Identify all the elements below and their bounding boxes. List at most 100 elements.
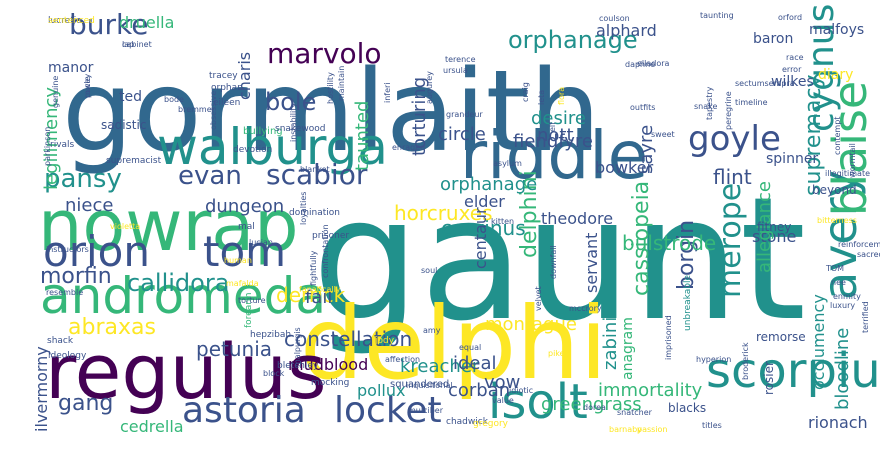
cloud-small-word-enmity: enmity: [833, 292, 861, 301]
cloud-word-malfoys: malfoys: [809, 22, 864, 38]
cloud-small-word-tom: TOM: [825, 264, 844, 273]
cloud-word-beyond: beyond: [812, 183, 857, 197]
cloud-small-word-broderick: broderick: [741, 342, 750, 380]
cloud-small-word-supremacist: supremacist: [106, 156, 162, 166]
cloud-small-word-terence: terence: [445, 55, 476, 64]
cloud-word-remorse: remorse: [756, 330, 806, 344]
cloud-word-callidora: callidora: [127, 269, 229, 297]
cloud-small-word-forearm: forearm: [244, 292, 254, 328]
cloud-word-abraxas: abraxas: [68, 315, 156, 340]
cloud-word-ilvermorny: ilvermorny: [32, 346, 51, 432]
cloud-small-word-ideology: ideology: [48, 351, 87, 361]
cloud-small-word-rowle: rowle: [83, 76, 92, 98]
cloud-word-morfin: morfin: [40, 264, 112, 289]
cloud-small-word-kitten: kitten: [491, 217, 514, 226]
cloud-small-word-mulciber: mulciber: [408, 406, 444, 415]
cloud-word-flint: flint: [713, 165, 752, 189]
cloud-word-desire: desire: [531, 108, 586, 129]
cloud-small-word-blanket: blanket: [300, 165, 330, 174]
cloud-word-andromeda: andromeda: [40, 267, 326, 325]
cloud-small-word-asylum: asylum: [493, 159, 522, 168]
cloud-word-kreacher: kreacher: [400, 356, 480, 377]
cloud-small-word-titles: titles: [702, 421, 722, 430]
cloud-word-immortality: immortality: [598, 380, 703, 401]
cloud-small-word-mccrory: mccrory: [569, 304, 602, 313]
cloud-word-anagram: anagram: [620, 317, 636, 380]
cloud-small-word-equal: equal: [459, 343, 481, 352]
cloud-small-word-grandeur: grandeur: [446, 110, 483, 119]
cloud-word-taunted: taunted: [352, 101, 373, 171]
cloud-small-word-timeline: timeline: [735, 98, 768, 107]
cloud-small-word-shack: shack: [47, 336, 74, 346]
cloud-small-word-instability: instability: [289, 103, 298, 142]
cloud-small-word-augurey: augurey: [425, 71, 434, 104]
cloud-small-word-obsessive: obsessive: [209, 91, 218, 130]
cloud-small-word-orford: orford: [778, 13, 802, 22]
cloud-word-bowker: bowker: [595, 158, 654, 177]
cloud-word-mudblood: mudblood: [288, 355, 368, 374]
cloud-small-word-bode: bode: [164, 95, 184, 104]
cloud-small-word-bitterness: bitterness: [817, 216, 857, 225]
cloud-small-word-barnaby: barnaby: [609, 425, 642, 434]
cloud-small-word-pucey: pucey: [83, 74, 92, 98]
cloud-small-word-lucian: lucian: [249, 238, 273, 247]
cloud-small-word-hepzibah: hepzibah: [250, 330, 291, 340]
cloud-small-word-squandered: squandered: [390, 379, 449, 390]
cloud-small-word-lap: lap: [122, 40, 134, 49]
cloud-word-avery: avery: [813, 170, 867, 300]
cloud-small-word-fanatically: fanatically: [299, 285, 341, 294]
cloud-small-word-cabinet: cabinet: [122, 40, 152, 49]
cloud-small-word-tapestry: tapestry: [705, 86, 714, 120]
cloud-word-legilimency: legilimency: [41, 87, 62, 190]
cloud-word-sadistic: sadistic: [101, 118, 146, 132]
cloud-small-word-maintain: maintain: [337, 66, 346, 101]
cloud-word-bulstrode: bulstrode: [622, 231, 716, 255]
cloud-small-word-flora: flora: [557, 87, 566, 105]
cloud-word-orphanage: orphanage: [440, 174, 537, 195]
cloud-small-word-jody: jody: [374, 336, 395, 346]
cloud-word-wilkes: wilkes: [771, 74, 814, 90]
cloud-word-derrick: derrick: [276, 283, 346, 307]
cloud-small-word-inferi: inferi: [383, 82, 392, 103]
cloud-small-word-wormtail: wormtail: [848, 143, 857, 178]
cloud-small-word-dorea: dorea: [583, 403, 606, 412]
cloud-word-nowrap: nowrap: [38, 185, 299, 267]
cloud-word-gormlaith: gormlaith: [62, 47, 601, 177]
cloud-word-zabini: zabini: [600, 317, 621, 370]
cloud-word-druella: druella: [119, 13, 174, 32]
cloud-word-orion: orion: [43, 227, 150, 276]
cloud-small-word-devotion: devotion: [233, 145, 272, 155]
cloud-word-occlumency: occlumency: [809, 294, 828, 390]
cloud-word-baron: baron: [753, 31, 793, 47]
cloud-small-word-instructors: instructors: [46, 245, 89, 254]
cloud-small-word-parkinson: parkinson: [43, 127, 52, 166]
cloud-small-word-loyalties: loyalties: [299, 192, 308, 225]
cloud-small-word-enraged: enraged: [392, 143, 425, 152]
cloud-small-word-mal: mal: [238, 222, 255, 232]
cloud-small-word-lucretia: lucretia: [48, 16, 82, 26]
cloud-small-word-malpurgis: malpurgis: [293, 327, 302, 367]
cloud-small-word-genuine: genuine: [51, 76, 60, 108]
cloud-word-blacks: blacks: [668, 401, 706, 415]
cloud-word-walburga: walburga: [157, 118, 388, 176]
cloud-small-word-value: value: [492, 396, 514, 405]
cloud-word-scabior: scabior: [266, 158, 368, 191]
cloud-word-niece: niece: [65, 195, 113, 216]
cloud-word-cygnus: cygnus: [801, 4, 842, 132]
cloud-small-word-mafalda: mafalda: [226, 279, 259, 288]
cloud-word-delphi: delphi: [300, 285, 607, 402]
cloud-small-word-pike: pike: [548, 349, 565, 358]
cloud-small-word-terrified: terrified: [861, 301, 870, 333]
cloud-word-fiendfyre: fiendfyre: [513, 131, 593, 152]
cloud-small-word-sweet: sweet: [651, 130, 675, 139]
cloud-word-supremacy: supremacy: [801, 75, 826, 197]
cloud-small-word-snakewood: snakewood: [275, 124, 325, 134]
cloud-small-word-peregrine: peregrine: [724, 91, 733, 130]
cloud-word-torturing: torturing: [409, 77, 430, 156]
cloud-small-word-chadwick: chadwick: [446, 417, 489, 427]
cloud-small-word-gregory: gregory: [473, 419, 509, 429]
cloud-small-word-confrontation: confrontation: [321, 224, 330, 278]
cloud-small-word-rivals: rivals: [50, 140, 75, 150]
cloud-small-word-velvet: velvet: [534, 286, 543, 311]
